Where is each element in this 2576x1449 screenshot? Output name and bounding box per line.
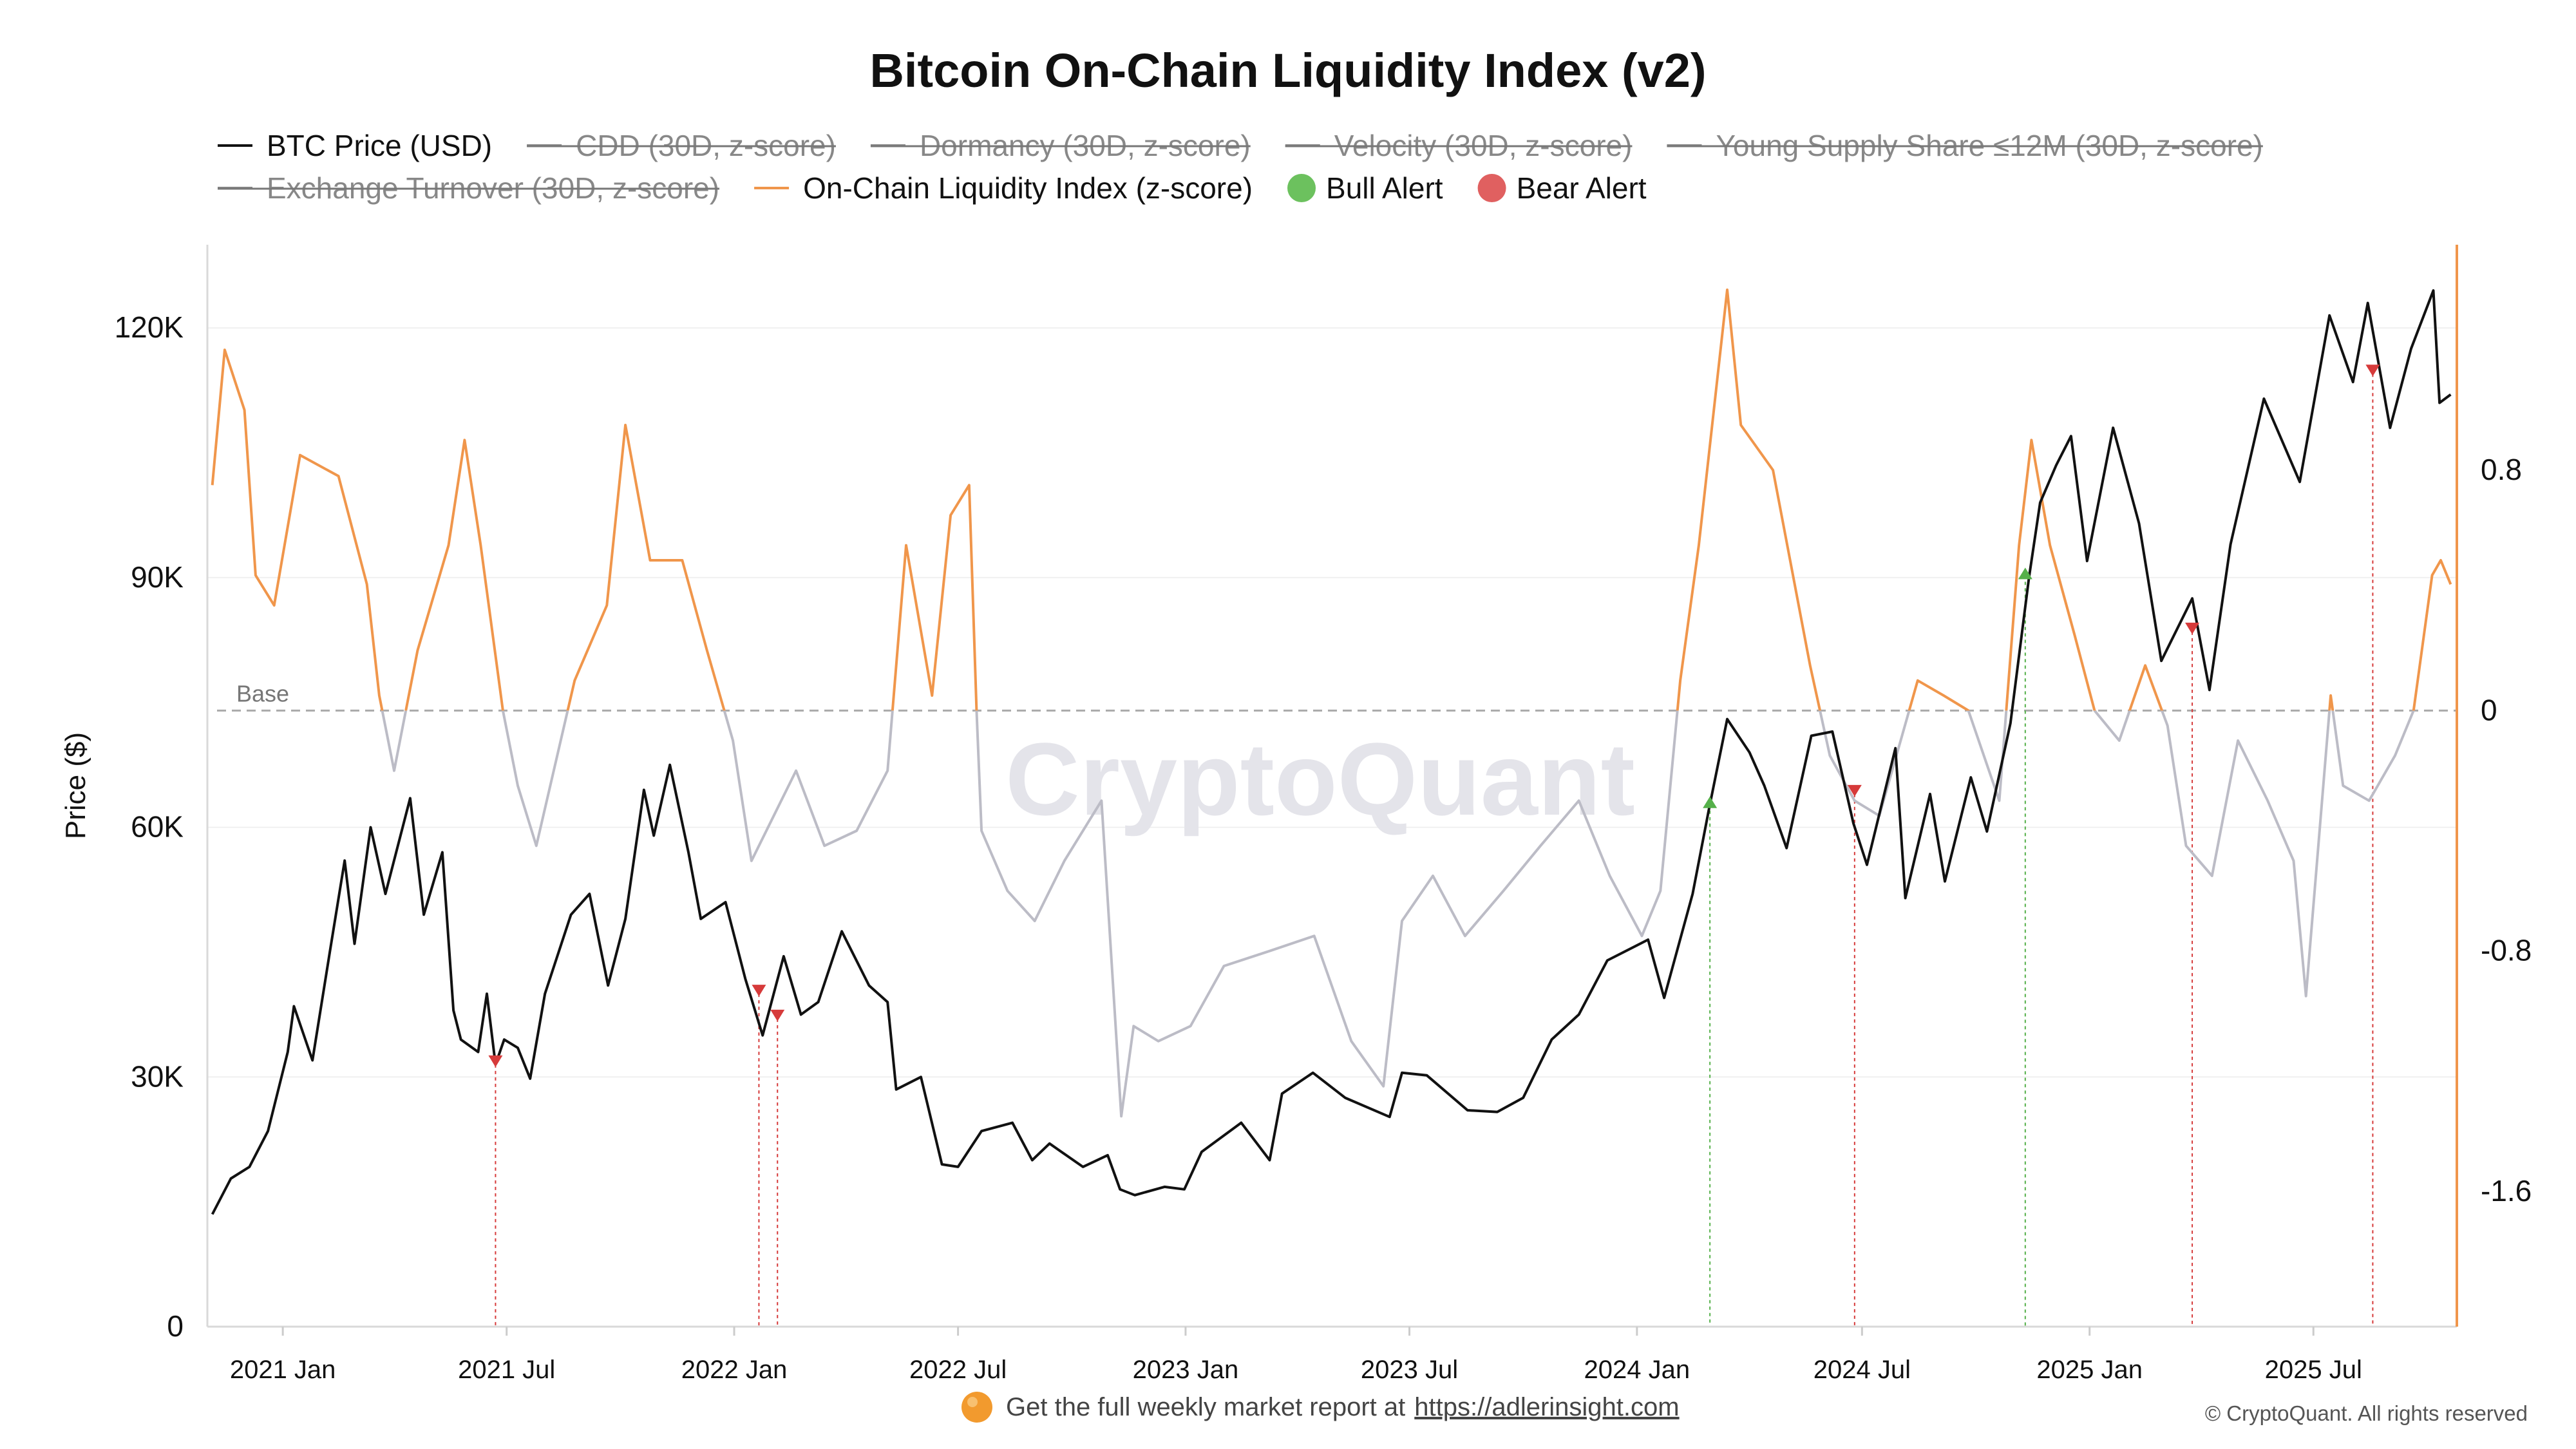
bear-alert-marker [1847,784,1862,797]
y2-tick-label: 0.8 [2481,453,2522,486]
bear-alert-marker [2185,622,2200,634]
x-tick-label: 2024 Jan [1584,1356,1690,1384]
y2-tick-label: 0 [2481,693,2497,726]
y-tick-label: 90K [131,560,184,594]
legend-label: Bull Alert [1326,171,1443,205]
bitcoin-coin-icon [961,1392,992,1423]
y2-tick-label: -1.6 [2481,1174,2532,1208]
legend-label: On-Chain Liquidity Index (z-score) [803,171,1253,205]
baseline: Base [217,680,2457,712]
chart-title: Bitcoin On-Chain Liquidity Index (v2) [869,44,1706,97]
y2-axis-ticks: -1.6 -0.8 0 0.8 [2481,453,2532,1208]
x-tick-label: 2023 Jan [1133,1356,1239,1384]
bitcoin-coin-highlight [967,1397,978,1407]
alert-lines [495,374,2374,1327]
legend-item[interactable]: Bull Alert [1287,171,1443,205]
legend-item[interactable]: On-Chain Liquidity Index (z-score) [754,171,1253,205]
legend-label: Bear Alert [1517,171,1647,205]
legend-item[interactable]: Exchange Turnover (30D, z-score) [218,171,720,205]
series-btc-price-line [211,289,2452,1215]
legend-item[interactable]: CDD (30D, z-score) [527,129,836,162]
x-tick-label: 2023 Jul [1361,1356,1458,1384]
x-tick-label: 2022 Jul [909,1356,1007,1384]
x-axis-ticks: 2021 Jan 2021 Jul 2022 Jan 2022 Jul 2023 Jan… [230,1327,2362,1384]
y-axis-ticks: 0 30K 60K 90K 120K [115,310,184,1343]
y2-tick-label: -0.8 [2481,934,2532,967]
series-liquidity-index [211,289,2452,1118]
baseline-label: Base [236,680,289,706]
axes [206,245,2458,1328]
y-axis-label: Price ($) [60,732,91,839]
legend-item[interactable]: Bear Alert [1477,171,1647,205]
legend-item[interactable]: Young Supply Share ≤12M (30D, z-score) [1667,129,2263,162]
footer-promo-link[interactable]: https://adlerinsight.com [1414,1393,1679,1421]
x-tick-label: 2025 Jul [2265,1356,2362,1384]
y-tick-label: 120K [115,310,184,344]
footer: Get the full weekly market report at http… [961,1392,2528,1425]
bull-alert-marker [1703,796,1718,808]
bear-alert-marker [752,985,766,997]
bear-alert-marker [488,1055,503,1067]
x-tick-label: 2024 Jul [1814,1356,1911,1384]
legend-marker [1477,174,1506,202]
legend-item[interactable]: Velocity (30D, z-score) [1285,129,1633,162]
legend-item[interactable]: Dormancy (30D, z-score) [870,129,1251,162]
index-line-below-zero [381,710,2415,1118]
bear-alert-marker [2365,365,2380,377]
footer-promo-text: Get the full weekly market report at [1006,1393,1405,1421]
legend-label: BTC Price (USD) [267,129,492,162]
watermark: CryptoQuant [1005,721,1635,837]
legend-marker [1287,174,1316,202]
y-tick-label: 0 [167,1309,184,1343]
x-tick-label: 2022 Jan [681,1356,788,1384]
legend-item[interactable]: BTC Price (USD) [218,129,492,162]
y-tick-label: 60K [131,810,184,844]
bear-alert-marker [770,1009,785,1021]
footer-copyright: © CryptoQuant. All rights reserved [2205,1401,2528,1425]
x-tick-label: 2021 Jan [230,1356,336,1384]
footer-promo: Get the full weekly market report at http… [1006,1393,1680,1421]
y-tick-label: 30K [131,1059,184,1093]
legend[interactable]: BTC Price (USD) CDD (30D, z-score) Dormanc… [218,129,2263,205]
gridlines [207,327,2457,1078]
x-tick-label: 2025 Jan [2036,1356,2143,1384]
alert-markers [488,365,2380,1067]
bull-alert-marker [2018,567,2032,580]
index-line-above-zero [211,289,2452,711]
x-tick-label: 2021 Jul [458,1356,555,1384]
